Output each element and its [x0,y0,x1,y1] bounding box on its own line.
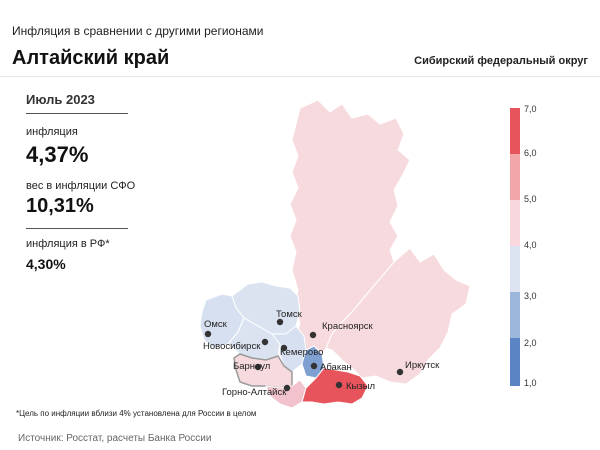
city-marker [396,368,404,376]
city-novosibirsk: Новосибирск [203,338,269,352]
city-marker [310,362,318,370]
infographic-card: Инфляция в сравнении с другими регионами… [0,24,600,418]
legend-bin [510,200,520,246]
city-marker [280,344,288,352]
stats-divider [26,228,128,229]
city-gorno-altaysk: Горно-Алтайск [222,384,291,398]
city-marker [276,318,284,326]
city-tomsk: Томск [276,309,303,326]
city-marker [204,330,212,338]
legend-bin [510,338,520,386]
city-marker [309,331,317,339]
region-tyva [301,367,369,405]
legend-tick-label: 5,0 [524,194,537,204]
city-label-novosibirsk: Новосибирск [203,341,261,352]
color-legend: 7,0 6,0 5,0 4,0 3,0 2,0 1,0 [510,104,537,388]
page-subtitle: Инфляция в сравнении с другими регионами [12,24,264,38]
city-label-krasnoyarsk: Красноярск [322,321,374,332]
legend-tick-label: 6,0 [524,148,537,158]
inflation-value: 4,37% [26,142,89,167]
legend-tick-label: 7,0 [524,104,537,114]
region-irkutsk [325,247,471,385]
legend-tick-label: 1,0 [524,378,537,388]
stats-divider [26,113,128,114]
city-marker [335,381,343,389]
weight-value: 10,31% [26,195,94,217]
city-label-kyzyl: Кызыл [346,381,375,392]
legend-tick-label: 2,0 [524,338,537,348]
region-khakassia [301,345,325,379]
legend-bin [510,246,520,292]
city-marker [261,338,269,346]
city-irkutsk: Иркутск [396,360,440,376]
city-kyzyl: Кызыл [335,381,375,392]
city-label-tomsk: Томск [276,309,303,320]
rf-inflation-value: 4,30% [26,256,66,272]
period-label: Июль 2023 [26,92,95,107]
legend-bin [510,108,520,154]
city-label-omsk: Омск [204,319,228,330]
city-label-irkutsk: Иркутск [405,360,440,371]
header-divider [0,76,600,77]
city-marker [283,384,291,392]
legend-bin [510,154,520,200]
legend-tick-label: 3,0 [524,291,537,301]
city-barnaul: Барнаул [233,361,270,372]
city-marker [254,363,262,371]
inflation-label: инфляция [26,126,78,138]
city-label-kemerovo: Кемерово [280,347,323,358]
city-label-abakan: Абакан [320,362,352,373]
page-title: Алтайский край [12,47,170,69]
region-altai-krai [233,353,293,389]
city-omsk: Омск [204,319,228,338]
rf-inflation-label: инфляция в РФ* [26,238,110,250]
city-krasnoyarsk: Красноярск [309,321,374,339]
region-map: Омск Томск Новосибирск Красноярск Кемеро… [199,99,537,409]
district-label: Сибирский федеральный округ [414,55,588,67]
city-kemerovo: Кемерово [280,344,323,358]
footnote: *Цель по инфляции вблизи 4% установлена … [16,409,257,418]
city-label-barnaul: Барнаул [233,361,270,372]
city-abakan: Абакан [310,362,352,373]
legend-tick-label: 4,0 [524,240,537,250]
city-label-gorno-altaysk: Горно-Алтайск [222,387,287,398]
legend-bin [510,292,520,338]
weight-label: вес в инфляции СФО [26,180,136,192]
source-note: Источник: Росстат, расчеты Банка России [18,433,212,444]
